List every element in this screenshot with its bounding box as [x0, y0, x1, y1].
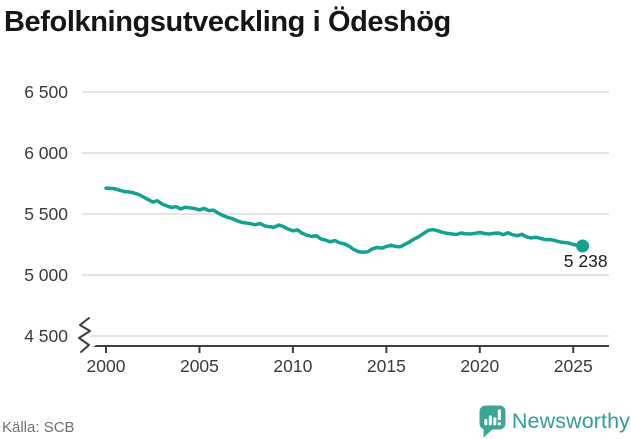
y-axis-tick-label: 5 500: [24, 204, 68, 224]
population-series-line: [104, 186, 585, 255]
x-axis-tick-label: 2015: [367, 356, 406, 376]
y-axis-tick-label: 6 500: [24, 82, 68, 102]
last-point-dot: [576, 239, 590, 253]
x-axis-tick-label: 2010: [273, 356, 312, 376]
x-axis-tick-label: 2025: [554, 356, 593, 376]
newsworthy-brand-name: Newsworthy: [511, 409, 630, 433]
source-note: Källa: SCB: [2, 419, 75, 436]
x-axis-tick-label: 2000: [87, 356, 126, 376]
x-axis-tick-label: 2020: [460, 356, 499, 376]
bar-chart-exclamation-glyph: [484, 409, 501, 425]
newsworthy-logo: Newsworthy: [479, 403, 630, 439]
y-axis-tick-label: 4 500: [24, 326, 68, 346]
y-axis-tick-label: 5 000: [24, 265, 68, 285]
x-axis-tick-label: 2005: [180, 356, 219, 376]
y-axis-tick-label: 6 000: [24, 143, 68, 163]
chart-title: Befolkningsutveckling i Ödeshög: [4, 6, 451, 38]
newsworthy-logo-icon: [479, 405, 506, 437]
y-axis-break-icon: [78, 317, 91, 353]
last-value-label: 5 238: [564, 251, 608, 271]
